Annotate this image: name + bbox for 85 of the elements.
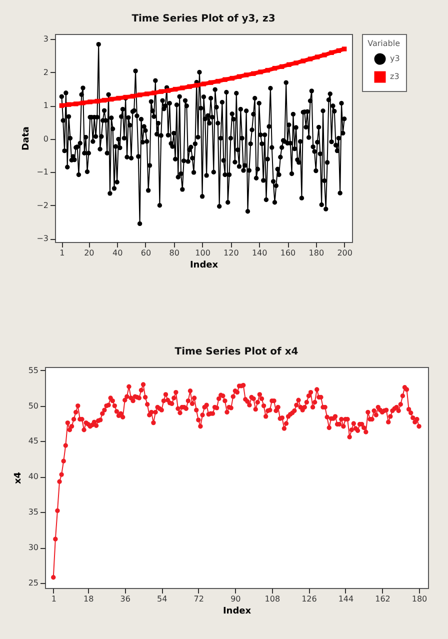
y-tick-label: 25 — [28, 578, 38, 588]
point — [279, 64, 284, 69]
point — [315, 54, 320, 60]
x-tick-label: 108 — [264, 594, 280, 604]
y-tick-label: 40 — [28, 472, 38, 482]
point — [342, 46, 347, 52]
y-tick-label: −2 — [36, 200, 48, 210]
x-tick-label: 80 — [169, 248, 180, 258]
point — [144, 92, 150, 96]
y-tick-label: 0 — [43, 134, 48, 144]
y-tick-label: 55 — [28, 366, 38, 375]
point — [308, 56, 313, 62]
point — [201, 82, 206, 86]
y-axis-title: x4 — [13, 472, 24, 484]
x-tick-label: 90 — [230, 594, 241, 604]
point — [230, 76, 234, 81]
x-tick-label: 144 — [338, 594, 354, 604]
point — [222, 77, 228, 82]
y-tick-label: 1 — [43, 101, 48, 110]
point — [158, 89, 164, 94]
legend-title: Variable — [368, 39, 400, 48]
point — [258, 70, 263, 74]
x-tick-label: 200 — [337, 248, 352, 258]
y-tick-label: 45 — [28, 436, 38, 446]
x-tick-label: 126 — [302, 594, 317, 604]
x-tick-label: 100 — [195, 248, 210, 258]
point — [265, 68, 270, 73]
point — [180, 86, 185, 90]
point — [329, 50, 334, 55]
point — [59, 103, 64, 108]
point — [300, 58, 306, 64]
point — [286, 62, 292, 67]
point — [102, 98, 107, 103]
x-tick-label: 162 — [375, 594, 390, 604]
point — [322, 52, 327, 58]
point — [152, 90, 156, 96]
y-tick-label: 35 — [28, 508, 38, 517]
x-axis-title: Index — [222, 606, 252, 616]
x-tick-label: 40 — [112, 248, 123, 258]
x-tick-label: 140 — [252, 248, 268, 258]
x-axis-title: Index — [190, 260, 218, 270]
point — [336, 48, 341, 53]
y-tick-label: 30 — [28, 543, 38, 552]
point — [94, 98, 100, 104]
x-tick-label: 180 — [308, 248, 324, 258]
x-tick-label: 72 — [194, 594, 204, 604]
x-tick-label: 1 — [51, 594, 56, 604]
point — [208, 80, 214, 85]
x-tick-label: 20 — [84, 248, 94, 258]
point — [236, 74, 242, 79]
point — [194, 82, 199, 88]
y-tick-label: 3 — [43, 34, 48, 44]
y-axis-title: Data — [22, 126, 32, 150]
point — [137, 92, 142, 98]
x-tick-label: 36 — [120, 594, 130, 604]
y-tick-label: 50 — [28, 401, 38, 410]
point — [216, 78, 220, 84]
x-tick-label: 54 — [157, 594, 168, 604]
point — [244, 72, 249, 78]
x-tick-label: 60 — [140, 248, 152, 258]
point — [294, 60, 298, 66]
point — [187, 84, 192, 89]
point — [166, 88, 171, 93]
point — [66, 102, 72, 107]
point — [130, 94, 136, 99]
point — [272, 66, 278, 71]
point — [172, 86, 178, 92]
y-tick-label: −1 — [36, 168, 48, 177]
point — [88, 100, 92, 104]
x-tick-label: 180 — [412, 594, 428, 604]
chart-title: Time Series Plot of x4 — [174, 346, 298, 358]
point — [109, 96, 114, 102]
x-tick-label: 120 — [224, 248, 239, 258]
x-tick-label: 1 — [60, 248, 65, 258]
legend-label: y3 — [390, 54, 400, 63]
point — [251, 71, 256, 76]
point — [80, 100, 86, 106]
x-tick-label: 18 — [84, 594, 94, 604]
point — [74, 102, 78, 106]
x-tick-label: 160 — [280, 248, 296, 258]
legend-label: z3 — [390, 72, 400, 81]
y-tick-label: 2 — [43, 68, 48, 77]
point — [116, 96, 121, 101]
y-tick-label: −3 — [36, 234, 48, 244]
chart-title: Time Series Plot of y3, z3 — [132, 14, 276, 24]
